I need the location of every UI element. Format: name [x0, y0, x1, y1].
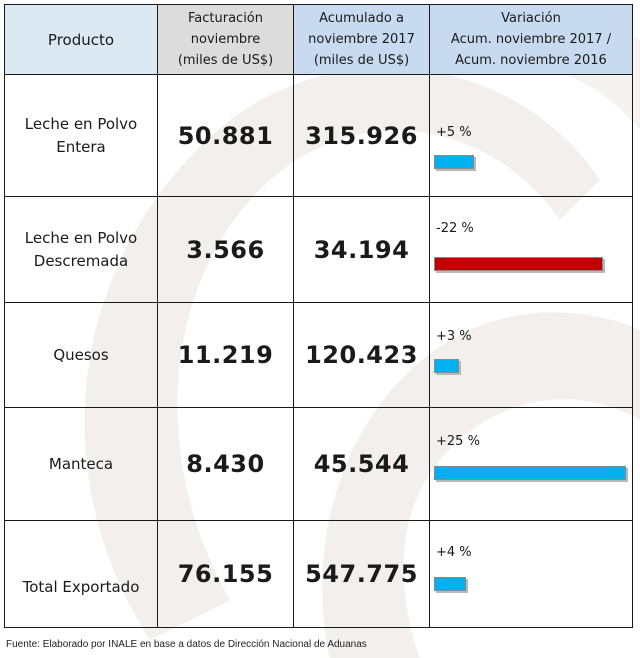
variacion-bar	[434, 257, 603, 271]
header-variacion-line: Variación	[501, 11, 561, 26]
source-note: Fuente: Elaborado por INALE en base a da…	[6, 639, 367, 650]
header-facturacion: Facturación noviembre (miles de US$)	[157, 4, 294, 75]
table-row: Leche en Polvo Entera 50.881 315.926 +5 …	[4, 74, 633, 197]
header-producto: Producto	[4, 4, 158, 75]
header-row: Producto Facturación noviembre (miles de…	[4, 4, 633, 75]
variacion-label: +3 %	[436, 329, 472, 344]
variacion-cell: +5 %	[429, 74, 633, 197]
variacion-cell: +25 %	[429, 407, 633, 521]
variacion-cell: +4 %	[429, 520, 633, 628]
variacion-label: +4 %	[436, 545, 472, 560]
product-name-line: Leche en Polvo	[24, 228, 138, 247]
facturacion-value: 50.881	[157, 74, 294, 197]
facturacion-value: 3.566	[157, 196, 294, 303]
export-table: Producto Facturación noviembre (miles de…	[4, 4, 633, 628]
product-cell: Leche en Polvo Entera	[4, 74, 158, 197]
facturacion-value: 8.430	[157, 407, 294, 521]
header-facturacion-line: (miles de US$)	[177, 53, 274, 68]
product-name-line: Total Exportado	[22, 578, 140, 596]
product-cell: Total Exportado	[4, 520, 158, 628]
variacion-label: -22 %	[436, 221, 474, 236]
table-row: Leche en Polvo Descremada 3.566 34.194 -…	[4, 196, 633, 303]
variacion-label: +5 %	[436, 125, 472, 140]
variacion-label: +25 %	[436, 434, 480, 449]
product-name-line: Descremada	[33, 251, 129, 270]
product-name-line: Entera	[56, 137, 106, 156]
header-facturacion-line: Facturación	[188, 11, 263, 26]
facturacion-value: 11.219	[157, 302, 294, 408]
table-row: Manteca 8.430 45.544 +25 %	[4, 407, 633, 521]
acumulado-value: 547.775	[293, 520, 430, 628]
product-name-line: Manteca	[48, 454, 114, 473]
variacion-bar	[434, 577, 466, 591]
acumulado-value: 34.194	[293, 196, 430, 303]
acumulado-value: 45.544	[293, 407, 430, 521]
header-variacion-line: Acum. noviembre 2017 /	[450, 32, 612, 47]
acumulado-value: 315.926	[293, 74, 430, 197]
variacion-cell: +3 %	[429, 302, 633, 408]
header-variacion: Variación Acum. noviembre 2017 / Acum. n…	[429, 4, 633, 75]
variacion-bar	[434, 359, 459, 373]
header-acumulado: Acumulado a noviembre 2017 (miles de US$…	[293, 4, 430, 75]
product-cell: Quesos	[4, 302, 158, 408]
header-facturacion-line: noviembre	[190, 32, 261, 47]
acumulado-value: 120.423	[293, 302, 430, 408]
table-row: Total Exportado 76.155 547.775 +4 %	[4, 520, 633, 628]
variacion-bar	[434, 466, 626, 480]
product-name-line: Leche en Polvo	[24, 114, 138, 133]
product-cell: Manteca	[4, 407, 158, 521]
product-cell: Leche en Polvo Descremada	[4, 196, 158, 303]
header-acumulado-line: (miles de US$)	[313, 53, 410, 68]
variacion-cell: -22 %	[429, 196, 633, 303]
facturacion-value: 76.155	[157, 520, 294, 628]
header-acumulado-line: noviembre 2017	[308, 32, 415, 47]
variacion-bar	[434, 155, 474, 169]
table-row: Quesos 11.219 120.423 +3 %	[4, 302, 633, 408]
header-acumulado-line: Acumulado a	[319, 11, 404, 26]
product-name-line: Quesos	[53, 345, 109, 364]
header-variacion-line: Acum. noviembre 2016	[455, 53, 607, 68]
